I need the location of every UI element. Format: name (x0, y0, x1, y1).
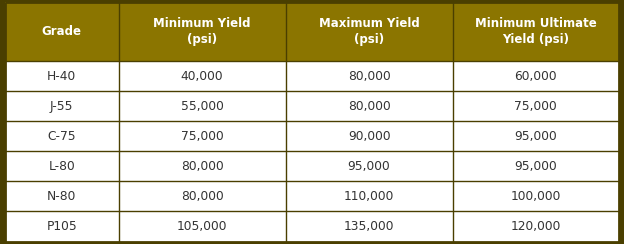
Bar (286, 2, 452, 61)
Bar (452, 2, 619, 61)
Text: 100,000: 100,000 (510, 190, 561, 203)
Bar (5, 212, 119, 242)
Text: 75,000: 75,000 (181, 130, 223, 143)
Text: 90,000: 90,000 (348, 130, 391, 143)
Bar (5, 61, 119, 91)
Text: 95,000: 95,000 (348, 160, 391, 173)
Bar (5, 151, 119, 181)
Bar (286, 151, 452, 181)
Bar (286, 212, 452, 242)
Bar (286, 181, 452, 212)
Text: 55,000: 55,000 (181, 100, 223, 113)
Bar (452, 91, 619, 121)
Bar (286, 121, 452, 151)
Text: 95,000: 95,000 (514, 160, 557, 173)
Bar (286, 61, 452, 91)
Text: N-80: N-80 (47, 190, 77, 203)
Text: Grade: Grade (42, 25, 82, 38)
Text: Maximum Yield
(psi): Maximum Yield (psi) (319, 17, 419, 47)
Bar (5, 91, 119, 121)
Text: 75,000: 75,000 (514, 100, 557, 113)
Text: 135,000: 135,000 (344, 220, 394, 233)
Bar (119, 151, 286, 181)
Bar (5, 181, 119, 212)
Text: Minimum Yield
(psi): Minimum Yield (psi) (154, 17, 251, 47)
Bar (5, 2, 119, 61)
Text: 60,000: 60,000 (515, 70, 557, 82)
Text: 95,000: 95,000 (514, 130, 557, 143)
Bar (119, 91, 286, 121)
Bar (119, 61, 286, 91)
Text: J-55: J-55 (50, 100, 74, 113)
Bar (5, 121, 119, 151)
Text: 105,000: 105,000 (177, 220, 227, 233)
Text: 120,000: 120,000 (510, 220, 561, 233)
Text: Minimum Ultimate
Yield (psi): Minimum Ultimate Yield (psi) (475, 17, 597, 47)
Text: L-80: L-80 (49, 160, 75, 173)
Text: H-40: H-40 (47, 70, 76, 82)
Bar (119, 121, 286, 151)
Text: 80,000: 80,000 (348, 70, 391, 82)
Bar (119, 181, 286, 212)
Text: 80,000: 80,000 (348, 100, 391, 113)
Bar (452, 151, 619, 181)
Bar (452, 121, 619, 151)
Bar (452, 181, 619, 212)
Bar (452, 61, 619, 91)
Bar (286, 91, 452, 121)
Text: P105: P105 (46, 220, 77, 233)
Text: 80,000: 80,000 (181, 160, 223, 173)
Text: 110,000: 110,000 (344, 190, 394, 203)
Bar (119, 212, 286, 242)
Text: 40,000: 40,000 (181, 70, 223, 82)
Bar (452, 212, 619, 242)
Text: C-75: C-75 (47, 130, 76, 143)
Bar (119, 2, 286, 61)
Text: 80,000: 80,000 (181, 190, 223, 203)
